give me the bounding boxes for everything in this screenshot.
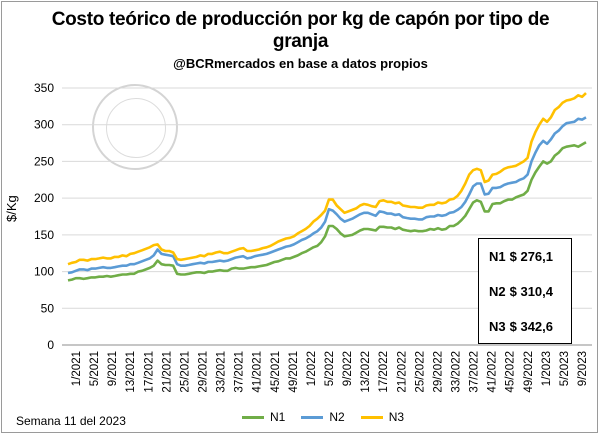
x-tick-label: 13/2021	[125, 351, 137, 393]
x-tick-label: 45/2022	[505, 351, 517, 393]
value-label-n2: N2	[489, 284, 506, 299]
y-tick-labels: 0 50 100 150 200 250 300 350	[34, 81, 54, 352]
series-line-n1	[67, 141, 587, 282]
value-n1: $ 276,1	[509, 249, 553, 264]
x-tick-label: 33/2022	[451, 351, 463, 393]
x-tick-label: 25/2021	[179, 351, 191, 393]
y-tick-label: 250	[34, 154, 54, 168]
legend-swatch-n3	[360, 415, 383, 419]
x-tick-label: 1/2021	[71, 351, 83, 386]
value-row-n3: N3 $ 342,6	[489, 319, 553, 334]
x-tick-label: 1/2022	[306, 351, 318, 386]
x-tick-label: 9/2023	[577, 351, 589, 386]
value-label-n3: N3	[489, 319, 506, 334]
x-tick-label: 25/2022	[414, 351, 426, 393]
x-tick-label: 9/2021	[107, 351, 119, 386]
series-line-n3	[67, 92, 587, 266]
x-tick-label: 37/2022	[469, 351, 481, 393]
x-tick-label: 17/2021	[143, 351, 155, 393]
legend-swatch-n2	[301, 415, 324, 419]
chart-title-line2: granja	[272, 31, 329, 52]
x-tick-label: 29/2021	[198, 351, 210, 393]
x-tick-labels: 1/2021 5/2021 9/2021 13/2021 17/2021 21/2021 2…	[71, 351, 589, 393]
footer-week-note: Semana 11 del 2023	[16, 414, 126, 428]
series-lines	[67, 92, 587, 282]
chart-subtitle: @BCRmercados en base a datos propios	[173, 56, 428, 71]
legend-label-n2: N2	[329, 410, 345, 424]
x-tick-label: 33/2021	[216, 351, 228, 393]
x-tick-label: 5/2021	[89, 351, 101, 386]
x-tick-label: 9/2022	[342, 351, 354, 386]
legend-item-n3: N3	[360, 410, 405, 424]
legend-item-n2: N2	[301, 410, 345, 424]
legend-item-n1: N1	[242, 410, 285, 424]
legend-label-n3: N3	[388, 410, 405, 424]
x-tick-label: 41/2022	[487, 351, 499, 393]
x-tick-label: 21/2021	[161, 351, 173, 393]
x-tick-label: 21/2022	[396, 351, 408, 393]
y-tick-label: 50	[41, 301, 55, 315]
value-row-n2: N2 $ 310,4	[489, 284, 553, 299]
chart-title: Costo teórico de producción por kg de ca…	[0, 9, 601, 53]
legend-label-n1: N1	[270, 410, 286, 424]
x-tick-label: 5/2023	[559, 351, 571, 386]
latest-values-box: N1 $ 276,1 N2 $ 310,4 N3 $ 342,6	[478, 238, 572, 344]
y-tick-label: 200	[34, 191, 54, 205]
value-n3: $ 342,6	[509, 319, 553, 334]
x-tick-label: 1/2023	[541, 351, 553, 386]
x-tick-label: 49/2022	[523, 351, 535, 393]
y-tick-label: 300	[34, 118, 54, 132]
x-tick-label: 13/2022	[360, 351, 372, 393]
value-row-n1: N1 $ 276,1	[489, 249, 553, 264]
x-tick-label: 29/2022	[432, 351, 444, 393]
x-tick-label: 37/2021	[234, 351, 246, 393]
y-tick-label: 350	[34, 81, 54, 95]
legend-swatch-n1	[242, 415, 264, 419]
bolsa-seal-watermark	[92, 84, 178, 170]
x-tick-label: 45/2021	[270, 351, 282, 393]
x-tick-label: 17/2022	[378, 351, 390, 393]
x-tick-label: 5/2022	[324, 351, 336, 386]
y-tick-label: 100	[34, 265, 54, 279]
value-label-n1: N1	[489, 249, 506, 264]
y-tick-label: 0	[47, 338, 54, 352]
series-line-n2	[67, 116, 587, 275]
chart-title-line1: Costo teórico de producción por kg de ca…	[51, 9, 550, 30]
x-tick-label: 41/2021	[252, 351, 264, 393]
value-n2: $ 310,4	[509, 284, 553, 299]
legend: N1 N2 N3	[242, 410, 404, 424]
y-tick-label: 150	[34, 228, 54, 242]
x-tick-label: 49/2021	[288, 351, 300, 393]
